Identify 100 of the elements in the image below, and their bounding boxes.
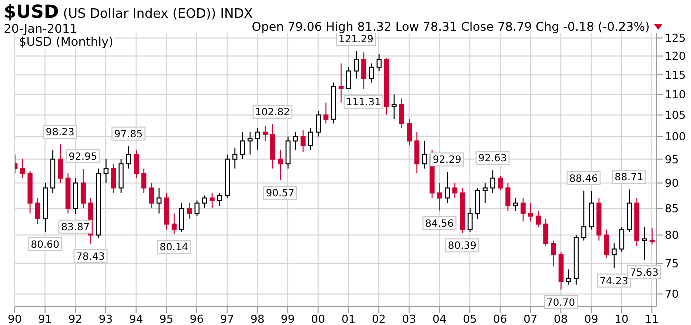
annotation: 102.82	[255, 107, 290, 118]
candlestick	[240, 132, 246, 160]
x-tick-label: 94	[129, 312, 144, 325]
candlestick	[528, 202, 534, 222]
candlestick	[650, 228, 655, 246]
x-tick-label: 03	[402, 312, 416, 325]
x-tick-label: 96	[190, 312, 204, 325]
x-tick-label: 09	[584, 312, 598, 325]
y-tick-label: 120	[665, 50, 686, 64]
chart-title: $USD	[4, 2, 60, 23]
annotation: 80.39	[448, 241, 477, 252]
candlestick	[354, 51, 359, 80]
candlestick	[566, 269, 572, 286]
candlestick	[179, 202, 184, 234]
candlestick	[582, 190, 587, 242]
candlestick	[20, 158, 26, 179]
annotation: 84.56	[425, 218, 454, 230]
candlestick	[544, 218, 549, 247]
annotation: 20-Jan-2011	[4, 22, 78, 36]
candlestick	[316, 110, 322, 138]
annotation: 83.87	[61, 222, 90, 234]
candlestick	[80, 168, 86, 209]
y-tick-label: 100	[665, 130, 686, 144]
annotation: 80.60	[31, 240, 60, 251]
candlestick	[232, 147, 238, 170]
candlestick	[498, 175, 504, 192]
annotation: 98.23	[46, 128, 75, 139]
x-tick-label: 06	[493, 312, 508, 325]
candlestick	[149, 182, 154, 209]
x-tick-label: 11	[645, 312, 660, 325]
candlestick	[293, 132, 298, 151]
candlestick	[156, 188, 162, 214]
annotation: 92.63	[478, 154, 508, 165]
candlestick	[422, 140, 428, 170]
annotation: $USD (Monthly)	[19, 35, 114, 49]
candlestick	[248, 132, 253, 156]
candlestick	[210, 192, 215, 209]
annotation: 88.71	[614, 172, 644, 184]
candlestick	[414, 132, 420, 174]
y-tick-label: 110	[665, 88, 686, 102]
annotation: 97.85	[114, 129, 144, 140]
candlestick	[642, 226, 648, 261]
annotation: 90.57	[266, 188, 295, 200]
candlestick	[392, 94, 397, 120]
candlestick	[172, 213, 177, 235]
annotation: 92.95	[68, 152, 98, 164]
annotation: 75.63	[630, 268, 659, 280]
candlestick	[551, 240, 556, 268]
candlestick	[407, 118, 412, 146]
x-tick-label: 01	[342, 312, 356, 325]
candlestick	[520, 198, 526, 222]
candlestick	[589, 190, 594, 230]
annotation: 121.29	[338, 34, 374, 46]
candlestick	[338, 63, 344, 104]
y-tick-label: 125	[665, 32, 686, 46]
y-tick-label: 95	[665, 153, 679, 166]
candlestick	[445, 172, 450, 204]
x-tick-label: 93	[99, 312, 114, 325]
annotation: 111.31	[346, 97, 382, 108]
x-tick-label: 08	[554, 312, 568, 325]
x-tick-label: 91	[38, 312, 52, 325]
y-tick-label: 85	[665, 202, 679, 216]
x-tick-label: 07	[524, 312, 538, 325]
annotation: 88.46	[570, 174, 598, 185]
candlestick	[536, 210, 541, 228]
candlestick	[437, 182, 442, 212]
candlestick	[142, 168, 147, 194]
annotation: 70.70	[546, 298, 576, 309]
x-tick-label: 05	[463, 312, 478, 325]
annotation: 78.43	[76, 252, 106, 264]
y-tick-label: 80	[665, 229, 679, 242]
x-tick-label: 00	[311, 312, 326, 325]
candlestick	[134, 150, 140, 179]
candlestick	[218, 192, 223, 206]
candlestick	[35, 198, 40, 225]
annotation: 80.14	[160, 242, 188, 254]
x-tick-label: 95	[160, 312, 174, 325]
candlestick	[612, 243, 617, 269]
y-tick-label: 75	[665, 258, 679, 271]
candlestick	[187, 202, 192, 220]
candlestick	[255, 128, 260, 151]
x-tick-label: 98	[250, 312, 265, 325]
candlestick	[194, 200, 200, 217]
x-tick-label: 04	[432, 312, 447, 325]
y-tick-label: 90	[665, 177, 679, 190]
candlestick	[104, 158, 109, 184]
annotation: Open 79.06 High 81.32 Low 78.31 Close 78.79 Chg -0.18 (-0.23%)	[252, 20, 650, 34]
x-tick-label: 99	[281, 312, 296, 325]
candlestick	[58, 144, 64, 184]
y-tick-label: 70	[665, 288, 679, 302]
candlestick	[346, 66, 352, 90]
y-tick-label: 105	[665, 109, 686, 122]
candlestick	[490, 170, 496, 194]
candlestick	[202, 195, 208, 209]
candlestick	[468, 208, 473, 234]
candlestick	[111, 164, 116, 194]
candlestick	[324, 102, 329, 124]
x-tick-label: 10	[614, 312, 629, 325]
candlestick	[620, 226, 625, 253]
candlestick	[262, 125, 268, 142]
